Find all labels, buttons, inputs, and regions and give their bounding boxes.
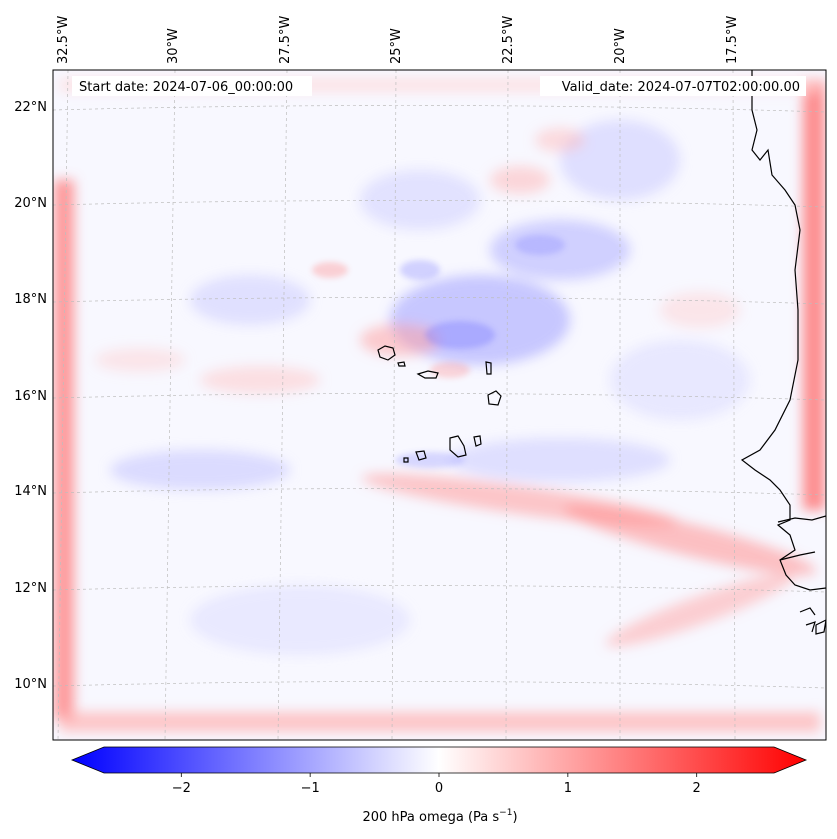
lat-label: 10°N: [14, 677, 47, 692]
colorbar-tick: 1: [564, 773, 572, 796]
lat-label: 20°N: [14, 196, 47, 211]
colorbar-label: 200 hPa omega (Pa s−1): [362, 808, 517, 825]
valid-date-box: [540, 76, 806, 96]
island-sao-vicente: [397, 361, 406, 367]
lon-label: 22.5°W: [501, 16, 516, 64]
colorbar-outline: [70, 746, 808, 774]
island-santiago: [449, 435, 467, 458]
colorbar-tick: 2: [693, 773, 701, 796]
omega-field: [54, 78, 825, 732]
colorbar-tick-label: −1: [301, 781, 320, 796]
island-boa-vista: [487, 390, 502, 406]
start-date-box: [72, 76, 312, 96]
lon-label: 27.5°W: [278, 16, 293, 64]
colorbar-tick-label: 1: [564, 781, 572, 796]
colorbar: −2 −1 0 1 2 200 hPa omega (Pa s−1): [70, 746, 808, 825]
lon-label: 20°W: [613, 28, 628, 64]
colorbar-tick: −2: [172, 773, 191, 796]
start-date-label: Start date: 2024-07-06_00:00:00: [79, 80, 293, 95]
latitude-labels: 22°N 20°N 18°N 16°N 14°N 12°N 10°N: [14, 100, 47, 692]
island-sal: [485, 361, 492, 375]
lat-label: 16°N: [14, 389, 47, 404]
colorbar-tick-label: −2: [172, 781, 191, 796]
island-brava: [403, 457, 409, 463]
graticule: [53, 70, 826, 740]
map-panel: Start date: 2024-07-06_00:00:00 Valid_da…: [53, 70, 826, 740]
colorbar-tick-label: 2: [693, 781, 701, 796]
lat-label: 22°N: [14, 100, 47, 115]
lon-label: 17.5°W: [725, 16, 740, 64]
lat-label: 12°N: [14, 581, 47, 596]
island-fogo: [415, 450, 427, 461]
west-africa-coastline: [740, 70, 826, 591]
island-maio: [473, 435, 482, 447]
lat-label: 18°N: [14, 292, 47, 307]
lon-label: 25°W: [389, 28, 404, 64]
lon-label: 30°W: [166, 28, 181, 64]
lon-label: 32.5°W: [56, 16, 71, 64]
colorbar-fill: [72, 747, 806, 773]
coastlines: [377, 70, 826, 635]
colorbar-tick: 0: [435, 773, 443, 796]
colorbar-tick: −1: [301, 773, 320, 796]
colorbar-tick-label: 0: [435, 781, 443, 796]
colorbar-ticks: −2 −1 0 1 2: [172, 773, 701, 796]
island-sao-nicolau: [416, 370, 439, 379]
longitude-labels: 32.5°W 30°W 27.5°W 25°W 22.5°W 20°W 17.5…: [56, 16, 740, 64]
map-frame: [52, 69, 827, 741]
lat-label: 14°N: [14, 484, 47, 499]
island-santo-antao: [377, 345, 396, 361]
senegal-gambia-coast: [777, 515, 826, 561]
valid-date-label: Valid_date: 2024-07-07T02:00:00.00: [562, 80, 800, 95]
guinea-bissau-islands: [799, 607, 826, 635]
